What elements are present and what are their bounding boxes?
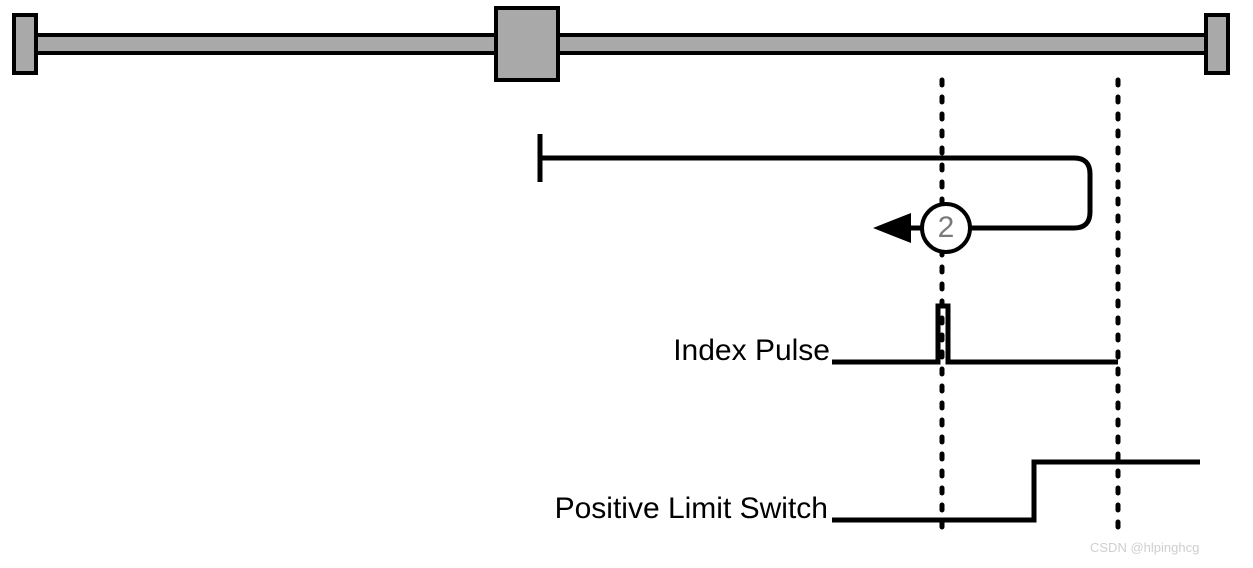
linear-axis [14, 8, 1228, 80]
right-end-block [1206, 15, 1228, 73]
carriage-block [496, 8, 558, 80]
positive-limit-signal [832, 462, 1200, 520]
positive-limit-label: Positive Limit Switch [555, 492, 828, 526]
left-end-block [14, 15, 36, 73]
diagram-canvas: 2 Index Pulse Positive Limit Switch CSDN… [0, 0, 1253, 568]
index-pulse-trace [832, 306, 1118, 362]
motion-arrowhead-icon [873, 213, 911, 243]
rail-bar [32, 35, 1208, 53]
index-pulse-label: Index Pulse [673, 334, 830, 368]
diagram-svg [0, 0, 1253, 568]
motion-step-number: 2 [938, 211, 955, 245]
index-pulse-signal [832, 306, 1118, 362]
watermark-text: CSDN @hlpinghcg [1090, 540, 1199, 555]
motion-path [540, 134, 1090, 243]
positive-limit-trace [832, 462, 1200, 520]
motion-trajectory [540, 158, 1090, 228]
